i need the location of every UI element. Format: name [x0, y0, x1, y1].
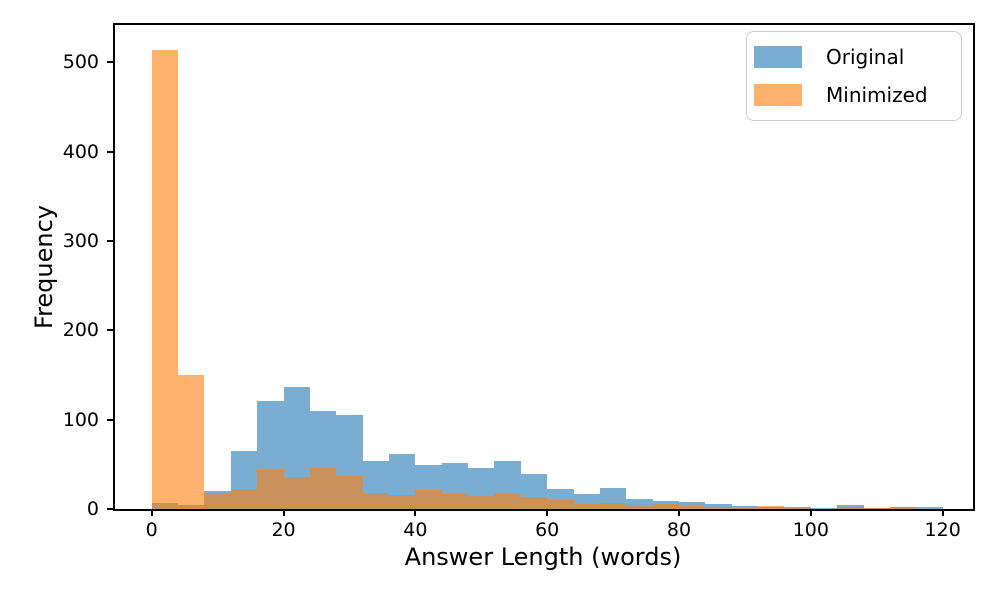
- histogram-bar-minimized: [415, 490, 442, 509]
- histogram-bar-minimized: [204, 492, 231, 509]
- histogram-bar-minimized: [230, 489, 258, 509]
- histogram-bar-minimized: [679, 506, 706, 509]
- histogram-bar-minimized: [573, 503, 600, 509]
- histogram-bar-minimized: [362, 492, 389, 509]
- x-tick-label: 40: [403, 519, 428, 541]
- legend-label-original: Original: [826, 45, 905, 69]
- histogram-bar-minimized: [652, 503, 679, 509]
- histogram-bar-minimized: [889, 507, 917, 509]
- histogram-bar-minimized: [547, 500, 574, 509]
- histogram-bar-minimized: [837, 507, 864, 509]
- histogram-bar-minimized: [705, 507, 732, 509]
- histogram-bar-minimized: [863, 508, 890, 509]
- histogram-bar-original: [626, 499, 653, 509]
- histogram-bar-minimized: [520, 497, 548, 509]
- histogram-bar-minimized: [626, 504, 653, 509]
- x-tick: [809, 509, 812, 516]
- x-tick-label: 120: [924, 519, 961, 541]
- histogram-bar-original: [810, 508, 838, 509]
- histogram-bar-minimized: [784, 508, 811, 509]
- legend-swatch-minimized-icon: [754, 84, 802, 106]
- y-tick-label: 200: [62, 319, 99, 342]
- x-tick-label: 80: [666, 519, 692, 541]
- y-tick: [107, 61, 114, 64]
- x-tick-label: 20: [271, 519, 296, 541]
- y-tick-label: 300: [62, 230, 99, 253]
- y-tick-label: 0: [86, 498, 99, 520]
- histogram-bar-minimized: [336, 475, 363, 509]
- x-tick-label: 60: [535, 519, 560, 541]
- histogram-bar-minimized: [599, 502, 627, 509]
- y-axis-label: Frequency: [30, 205, 58, 329]
- y-tick: [107, 240, 114, 243]
- legend-swatch-original-icon: [754, 46, 802, 68]
- legend-item-original: Original: [754, 45, 949, 69]
- x-tick: [546, 509, 549, 516]
- x-tick-label: 100: [792, 519, 829, 541]
- histogram-bar-minimized: [309, 467, 337, 509]
- histogram-bar-minimized: [151, 49, 179, 509]
- x-tick: [150, 509, 153, 516]
- histogram-bar-minimized: [468, 496, 495, 509]
- histogram-bar-minimized: [731, 508, 759, 509]
- x-tick: [282, 509, 285, 516]
- histogram-bar-minimized: [494, 493, 521, 509]
- x-axis-label: Answer Length (words): [404, 543, 682, 571]
- y-tick-label: 100: [62, 408, 99, 431]
- legend-label-minimized: Minimized: [826, 83, 928, 107]
- legend-item-minimized: Minimized: [754, 83, 949, 107]
- x-tick-label: 0: [145, 519, 158, 541]
- y-tick: [107, 418, 114, 421]
- histogram-bar-minimized: [283, 476, 310, 509]
- histogram-bar-original: [705, 503, 732, 509]
- y-tick: [107, 150, 114, 153]
- x-tick: [941, 509, 944, 516]
- histogram-bar-minimized: [178, 375, 205, 509]
- legend: Original Minimized: [746, 31, 962, 121]
- x-tick: [414, 509, 417, 516]
- y-tick-label: 400: [62, 140, 99, 163]
- histogram-bar-minimized: [441, 493, 469, 509]
- histogram-bar-original: [679, 501, 706, 509]
- histogram-bar-minimized: [388, 494, 416, 509]
- histogram-bar-minimized: [758, 506, 785, 509]
- y-tick-label: 500: [62, 51, 99, 74]
- y-tick: [107, 329, 114, 332]
- histogram-bar-original: [731, 506, 759, 509]
- x-tick: [678, 509, 681, 516]
- histogram-bar-original: [916, 507, 943, 509]
- y-tick: [107, 508, 114, 510]
- histogram-bar-minimized: [257, 469, 284, 509]
